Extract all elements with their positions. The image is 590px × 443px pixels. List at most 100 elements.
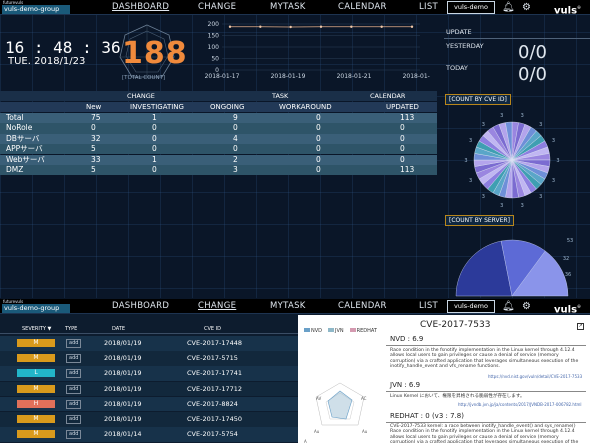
legend-redhat-label: REDHAT bbox=[356, 328, 377, 334]
add-task-button[interactable]: add bbox=[66, 354, 82, 364]
summary-row[interactable]: DBサーバ 32 0 4 0 0 bbox=[0, 133, 437, 145]
list-cve-id[interactable]: CVE-2017-17741 bbox=[187, 369, 243, 378]
summary-cell[interactable]: 2 bbox=[233, 154, 238, 164]
summary-cell[interactable]: 113 bbox=[400, 165, 415, 174]
summary-cell[interactable]: 0 bbox=[152, 144, 157, 154]
add-task-button[interactable]: add bbox=[66, 430, 82, 440]
nav-calendar[interactable]: CALENDAR bbox=[338, 2, 387, 12]
nav-change[interactable]: CHANGE bbox=[198, 2, 237, 12]
summary-cell[interactable]: 0 bbox=[152, 165, 157, 174]
data-point[interactable] bbox=[228, 25, 232, 28]
list-cve-id[interactable]: CVE-2017-5754 bbox=[187, 430, 238, 439]
summary-row-label: APPサーバ bbox=[6, 144, 43, 154]
summary-cell[interactable]: 0 bbox=[152, 133, 157, 143]
bell-icon[interactable]: 🔔︎ bbox=[502, 301, 515, 312]
pie-tick-label: 3 bbox=[500, 203, 503, 209]
list-cve-id[interactable]: CVE-2017-5715 bbox=[187, 354, 238, 363]
env-selector-2[interactable]: vuls-demo bbox=[447, 300, 495, 313]
nav-change-2[interactable]: CHANGE bbox=[198, 301, 237, 311]
pie-tick-label: 3 bbox=[482, 194, 485, 200]
brand-2[interactable]: futurevuls vuls-demo-group bbox=[0, 299, 96, 314]
summary-cell[interactable]: 0 bbox=[233, 144, 238, 154]
data-point[interactable] bbox=[410, 25, 414, 28]
list-cve-id[interactable]: CVE-2017-17712 bbox=[187, 384, 243, 393]
summary-row[interactable]: Total 75 1 9 0 113 bbox=[0, 113, 437, 124]
nav-mytask[interactable]: MYTASK bbox=[270, 2, 306, 12]
summary-row[interactable]: NoRole 0 0 0 0 0 bbox=[0, 123, 437, 134]
expand-icon[interactable]: ↗ bbox=[577, 323, 584, 330]
summary-cell[interactable]: 4 bbox=[233, 133, 238, 143]
jvn-description: Linux Kernel において、権限を昇格される脆弱性が存在します。 bbox=[390, 394, 525, 399]
summary-cell[interactable]: 75 bbox=[91, 113, 101, 122]
data-point[interactable] bbox=[319, 25, 323, 28]
add-task-button[interactable]: add bbox=[66, 384, 82, 394]
list-cve-id[interactable]: CVE-2017-17448 bbox=[187, 339, 243, 347]
pie-slice[interactable] bbox=[511, 250, 569, 297]
data-point[interactable] bbox=[259, 25, 262, 28]
bell-icon[interactable]: 🔔︎ bbox=[502, 2, 515, 13]
nvd-link[interactable]: https://nvd.nist.gov/vuln/detail/CVE-201… bbox=[488, 374, 583, 379]
summary-cell[interactable]: 0 bbox=[316, 144, 321, 154]
summary-cell[interactable]: 5 bbox=[91, 165, 96, 174]
col-severity[interactable]: SEVERITY ▼ bbox=[22, 326, 52, 332]
summary-cell[interactable]: 5 bbox=[91, 144, 96, 154]
summary-cell[interactable]: 0 bbox=[400, 154, 405, 164]
summary-cell[interactable]: 0 bbox=[400, 123, 405, 133]
summary-cell[interactable]: 1 bbox=[152, 113, 157, 122]
summary-cell[interactable]: 3 bbox=[233, 165, 238, 174]
nav-calendar-2[interactable]: CALENDAR bbox=[338, 301, 387, 311]
nav-dashboard-2[interactable]: DASHBOARD bbox=[112, 301, 170, 311]
gear-icon[interactable]: ⚙︎ bbox=[522, 301, 531, 312]
summary-row[interactable]: Webサーバ 33 1 2 0 0 bbox=[0, 154, 437, 165]
summary-cell[interactable]: 0 bbox=[316, 154, 321, 164]
data-point[interactable] bbox=[289, 25, 292, 29]
env-selector[interactable]: vuls-demo bbox=[447, 1, 495, 14]
add-task-button[interactable]: add bbox=[66, 399, 82, 409]
summary-cell[interactable]: 1 bbox=[152, 154, 157, 164]
summary-cell[interactable]: 0 bbox=[316, 113, 321, 122]
summary-cell[interactable]: 33 bbox=[91, 154, 101, 164]
nav-list[interactable]: LIST bbox=[419, 2, 439, 12]
list-cve-id[interactable]: CVE-2017-17450 bbox=[187, 415, 243, 423]
summary-cell[interactable]: 0 bbox=[400, 144, 405, 154]
summary-cell[interactable]: 0 bbox=[316, 133, 321, 143]
add-task-button[interactable]: add bbox=[66, 369, 82, 379]
jvn-link[interactable]: http://jvndb.jvn.jp/ja/contents/2017/JVN… bbox=[458, 402, 582, 407]
severity-badge: M bbox=[17, 415, 55, 423]
summary-cell[interactable]: 0 bbox=[316, 165, 321, 174]
data-point[interactable] bbox=[350, 25, 353, 28]
add-task-button[interactable]: add bbox=[66, 339, 82, 348]
summary-cell[interactable]: 0 bbox=[152, 123, 157, 133]
group-task: TASK bbox=[272, 92, 289, 100]
summary-row[interactable]: DMZ 5 0 3 0 113 bbox=[0, 165, 437, 176]
group-selector[interactable]: vuls-demo-group bbox=[2, 5, 70, 14]
group-selector-2[interactable]: vuls-demo-group bbox=[2, 304, 70, 313]
pie-slice[interactable] bbox=[505, 121, 513, 161]
list-cve-id[interactable]: CVE-2017-8824 bbox=[187, 399, 238, 408]
nav-mytask-2[interactable]: MYTASK bbox=[270, 301, 306, 311]
nav-dashboard[interactable]: DASHBOARD bbox=[112, 2, 170, 12]
summary-row[interactable]: APPサーバ 5 0 0 0 0 bbox=[0, 144, 437, 155]
nav-list-2[interactable]: LIST bbox=[419, 301, 439, 311]
summary-cell[interactable]: 9 bbox=[233, 113, 238, 122]
summary-cell[interactable]: 0 bbox=[400, 133, 405, 143]
data-point[interactable] bbox=[380, 25, 383, 28]
summary-cell[interactable]: 0 bbox=[233, 123, 238, 133]
brand[interactable]: futurevuls vuls-demo-group bbox=[0, 0, 96, 15]
pie-tick-label: 3 bbox=[469, 138, 472, 144]
legend-nvd-label: NVD bbox=[311, 328, 323, 334]
summary-cell[interactable]: 113 bbox=[400, 113, 415, 122]
pie-slice[interactable] bbox=[455, 240, 513, 297]
add-task-button[interactable]: add bbox=[66, 415, 82, 424]
summary-cell[interactable]: 0 bbox=[91, 123, 96, 133]
gear-icon[interactable]: ⚙︎ bbox=[522, 2, 531, 13]
summary-cell[interactable]: 32 bbox=[91, 133, 101, 143]
summary-cell[interactable]: 0 bbox=[316, 123, 321, 133]
